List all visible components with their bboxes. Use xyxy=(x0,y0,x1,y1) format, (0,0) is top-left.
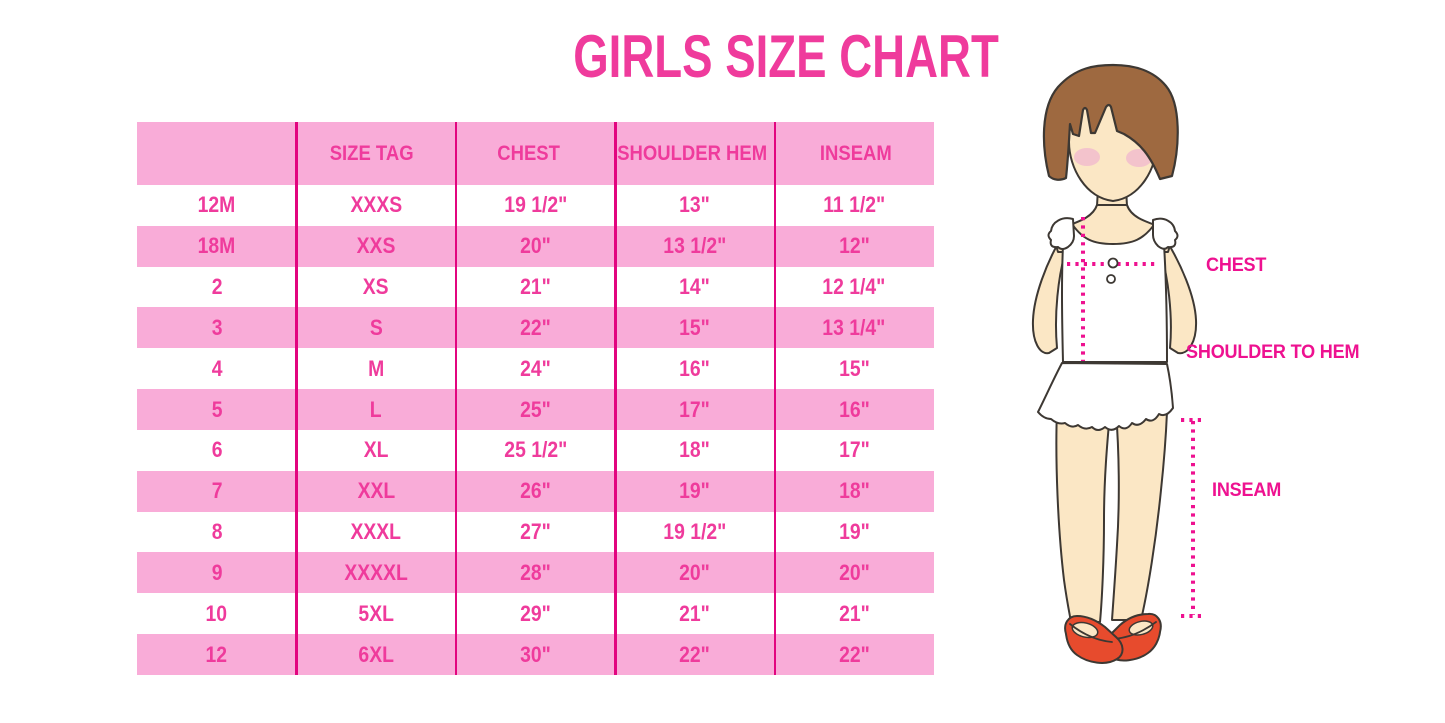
table-cell: 24" xyxy=(520,355,551,381)
shoulder-ruffle xyxy=(1047,217,1075,250)
table-cell: 21" xyxy=(838,600,870,626)
table-cell: XXXS xyxy=(350,192,402,218)
table-cell: 22" xyxy=(838,641,870,667)
column-separator xyxy=(454,122,458,675)
table-cell: 16" xyxy=(838,396,870,422)
table-cell: XXXXL xyxy=(344,559,408,585)
table-cell: 16" xyxy=(679,355,711,381)
table-cell: 20" xyxy=(520,233,551,259)
table-cell: 7 xyxy=(211,478,223,504)
table-cell: S xyxy=(369,314,383,340)
table-row: 7 XXL 26" 19" 18" xyxy=(137,470,934,512)
table-cell: L xyxy=(370,396,383,422)
table-cell: 19 1/2" xyxy=(663,519,727,545)
table-cell: 25 1/2" xyxy=(503,437,568,463)
table-cell: 4 xyxy=(211,355,223,381)
dress-bodice xyxy=(1047,217,1179,363)
table-cell: M xyxy=(368,355,385,381)
table-cell: 12M xyxy=(197,192,236,218)
table-cell: 22" xyxy=(520,314,551,340)
table-cell: XXS xyxy=(356,233,396,259)
table-cell: 13 1/4" xyxy=(822,314,886,340)
table-cell: 6 xyxy=(211,437,223,463)
table-cell: 30" xyxy=(520,641,551,667)
table-cell: XXL xyxy=(357,478,395,504)
dress-buttons xyxy=(1106,257,1119,284)
shoes xyxy=(1064,612,1162,664)
arms xyxy=(1031,237,1198,355)
table-cell: 27" xyxy=(520,519,551,545)
header-cell: CHEST xyxy=(497,141,560,165)
table-cell: 9 xyxy=(211,559,223,585)
page-title: GIRLS SIZE CHART xyxy=(573,23,999,90)
left-shoe xyxy=(1064,615,1124,664)
chest-label: CHEST xyxy=(1206,255,1267,276)
table-body: 12M XXXS 19 1/2" 13" 11 1/2" 18M XXS 20" 13 1/2"… xyxy=(137,185,934,675)
header-cell: SIZE TAG xyxy=(330,141,414,165)
table-cell: XXXL xyxy=(350,519,402,545)
table-row: 8 XXXL 27" 19 1/2" 19" xyxy=(137,512,934,553)
table-cell: 6XL xyxy=(358,641,394,667)
table-row: 18M XXS 20" 13 1/2" 12" xyxy=(137,225,934,267)
inseam-label: INSEAM xyxy=(1212,480,1282,501)
table-cell: 18M xyxy=(197,233,236,259)
table-cell: 21" xyxy=(520,274,551,300)
table-cell: XS xyxy=(363,274,390,300)
table-cell: 18" xyxy=(838,478,870,504)
table-cell: 5XL xyxy=(358,600,394,626)
table-cell: 11 1/2" xyxy=(823,192,886,218)
table-cell: 21" xyxy=(679,600,711,626)
table-row: 3 S 22" 15" 13 1/4" xyxy=(137,307,934,349)
hair xyxy=(1042,63,1179,181)
table-cell: 5 xyxy=(211,396,223,422)
table-row: 5 L 25" 17" 16" xyxy=(137,389,934,430)
table-cell: 15" xyxy=(838,355,870,381)
table-cell: 3 xyxy=(211,314,223,340)
table-cell: 13 1/2" xyxy=(663,233,727,259)
girls-size-table: SIZE TAG CHEST SHOULDER HEM INSEAM 12M XXXS 1… xyxy=(137,122,934,675)
table-header-row: SIZE TAG CHEST SHOULDER HEM INSEAM xyxy=(137,122,934,185)
table-cell: 22" xyxy=(679,641,711,667)
skirt xyxy=(1037,362,1174,431)
table-cell: 14" xyxy=(679,274,711,300)
table-row: 2 XS 21" 14" 12 1/4" xyxy=(137,267,934,308)
table-row: 9 XXXXL 28" 20" 20" xyxy=(137,552,934,594)
table-cell: 12 1/4" xyxy=(822,274,886,300)
column-separator xyxy=(295,122,298,675)
table-cell: XL xyxy=(363,437,389,463)
column-separator xyxy=(773,122,777,675)
table-cell: 17" xyxy=(838,437,870,463)
table-row: 12M XXXS 19 1/2" 13" 11 1/2" xyxy=(137,185,934,226)
table-cell: 10 xyxy=(205,600,228,626)
table-cell: 25" xyxy=(520,396,551,422)
table-row: 12 6XL 30" 22" 22" xyxy=(137,634,934,675)
inseam-measure-line xyxy=(1181,418,1205,618)
table-cell: 29" xyxy=(520,600,551,626)
table-cell: 26" xyxy=(520,478,551,504)
table-cell: 28" xyxy=(520,559,551,585)
table-cell: 2 xyxy=(211,274,223,300)
table-cell: 20" xyxy=(679,559,711,585)
table-cell: 19" xyxy=(838,519,870,545)
table-cell: 12" xyxy=(838,233,870,259)
shoulder-to-hem-label: SHOULDER TO HEM xyxy=(1186,342,1360,363)
table-cell: 15" xyxy=(679,314,711,340)
table-row: 10 5XL 29" 21" 21" xyxy=(137,593,934,634)
table-cell: 13" xyxy=(679,192,711,218)
table-cell: 18" xyxy=(679,437,711,463)
header-cell: INSEAM xyxy=(819,141,892,165)
table-cell: 20" xyxy=(838,559,870,585)
table-row: 6 XL 25 1/2" 18" 17" xyxy=(137,430,934,471)
table-cell: 12 xyxy=(205,641,228,667)
column-separator xyxy=(614,122,617,675)
table-cell: 19" xyxy=(679,478,711,504)
shoulder-ruffle xyxy=(1152,217,1179,250)
table-cell: 17" xyxy=(679,396,711,422)
header-cell: SHOULDER HEM xyxy=(617,141,768,165)
table-row: 4 M 24" 16" 15" xyxy=(137,348,934,389)
table-cell: 19 1/2" xyxy=(503,192,568,218)
table-cell: 8 xyxy=(211,519,223,545)
legs xyxy=(1055,409,1168,623)
